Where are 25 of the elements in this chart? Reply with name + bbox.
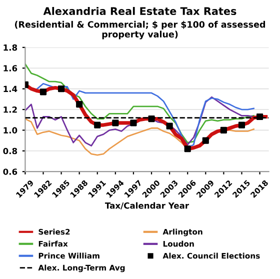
chart-title: Alexandria Real Estate Tax Rates bbox=[43, 6, 236, 16]
y-tick-label: 0.8 bbox=[3, 148, 18, 154]
y-tick-label: 0.6 bbox=[3, 168, 18, 175]
point bbox=[148, 116, 155, 122]
y-tick-label: 1.4 bbox=[4, 86, 18, 92]
point bbox=[40, 88, 47, 96]
y-tick-label: 1.8 bbox=[4, 44, 18, 51]
x-axis-title: Tax/Calendar Year bbox=[104, 202, 190, 210]
point bbox=[112, 120, 119, 126]
y-tick-label: 1.0 bbox=[4, 127, 18, 134]
y-tick-label: 1.6 bbox=[4, 65, 18, 72]
y-tick-label: 1.2 bbox=[4, 106, 17, 113]
point bbox=[238, 122, 246, 128]
point bbox=[166, 122, 173, 130]
line-series bbox=[25, 118, 254, 156]
line-series bbox=[25, 63, 254, 144]
point bbox=[220, 126, 227, 134]
point bbox=[202, 137, 209, 144]
point bbox=[184, 146, 191, 152]
chart-subtitle: (Residential & Commercial; $ per $100 of assessed property value) bbox=[15, 20, 266, 40]
point bbox=[58, 86, 65, 92]
point bbox=[256, 113, 264, 120]
point bbox=[76, 101, 83, 108]
point bbox=[94, 122, 101, 128]
point bbox=[130, 120, 137, 126]
